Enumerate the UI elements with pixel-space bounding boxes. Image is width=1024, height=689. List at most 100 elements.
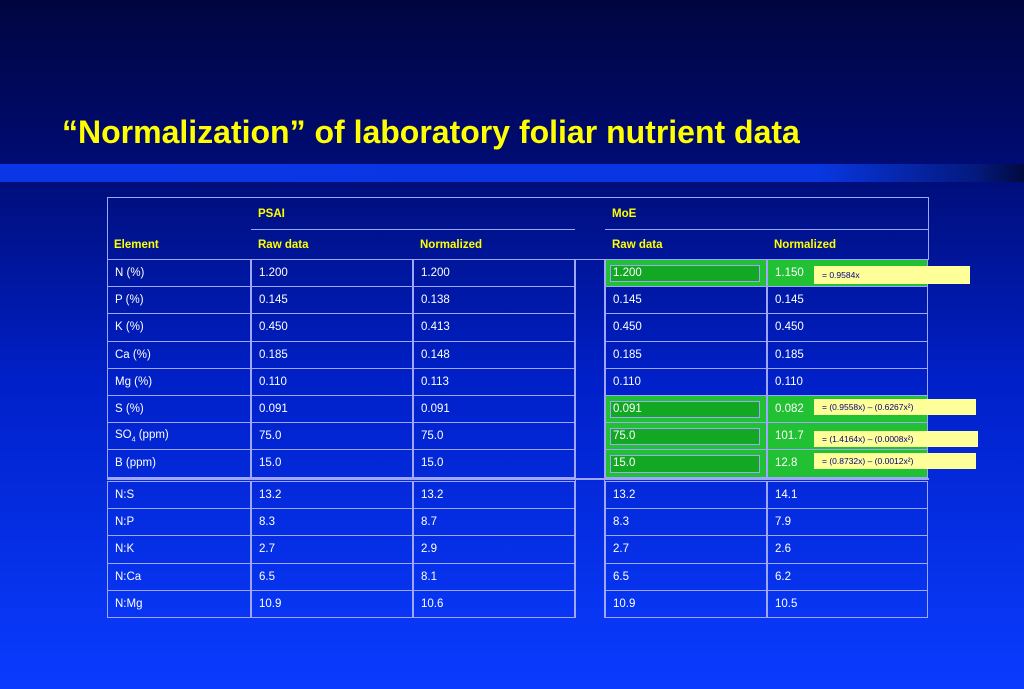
ratio-row-value: 13.2 bbox=[421, 489, 444, 502]
table-row-cell-moe-raw: 0.185 bbox=[605, 340, 767, 369]
table-row-value: 0.082 bbox=[775, 403, 804, 416]
table-row-value: 75.0 bbox=[613, 430, 636, 443]
ratio-row-value: 10.6 bbox=[421, 597, 444, 610]
col-header-moe-raw: Raw data bbox=[612, 238, 663, 251]
table-row-value: Mg (%) bbox=[115, 375, 153, 388]
equation-n: = 0.9584x bbox=[814, 266, 970, 284]
ratio-row-value: 2.9 bbox=[421, 543, 437, 556]
table-row-cell-element: S (%) bbox=[107, 395, 251, 424]
highlight-inner-box bbox=[610, 401, 760, 419]
table-row-value: 0.148 bbox=[421, 348, 450, 361]
table-row-value: 0.185 bbox=[259, 348, 288, 361]
table-row-cell-psai-raw: 1.200 bbox=[251, 259, 413, 288]
table-row-value: 1.200 bbox=[259, 267, 288, 280]
ratio-row-cell-element: N:P bbox=[107, 508, 251, 537]
table-row-cell-psai-raw: 75.0 bbox=[251, 422, 413, 451]
ratio-row-cell-moe-raw: 6.5 bbox=[605, 562, 767, 591]
ratio-row-value: 2.7 bbox=[259, 543, 275, 556]
table-row-cell-moe-norm: 0.145 bbox=[767, 286, 928, 315]
ratio-row-cell-moe-raw: 2.7 bbox=[605, 535, 767, 564]
table-row-value: 0.413 bbox=[421, 321, 450, 334]
ratio-row-cell-element: N:Mg bbox=[107, 589, 251, 618]
ratio-row-value: 13.2 bbox=[259, 489, 282, 502]
table-row-value: 15.0 bbox=[259, 457, 282, 470]
table-row-cell-moe-raw: 0.091 bbox=[605, 395, 767, 424]
table-row-value: K (%) bbox=[115, 321, 144, 334]
table-row-value: 0.113 bbox=[421, 375, 449, 388]
table-row-value: 0.091 bbox=[259, 403, 288, 416]
table-row-value: 1.150 bbox=[775, 267, 804, 280]
ratio-row-value: 8.7 bbox=[421, 516, 437, 529]
ratio-row-cell-psai-raw: 2.7 bbox=[251, 535, 413, 564]
col-header-psai-raw: Raw data bbox=[258, 238, 309, 251]
table-row-value: B (ppm) bbox=[115, 457, 156, 470]
ratio-row-cell-moe-norm: 6.2 bbox=[767, 562, 928, 591]
table-row-cell-psai-raw: 0.185 bbox=[251, 340, 413, 369]
ratio-row-value: 8.3 bbox=[613, 516, 629, 529]
table-row-cell-psai-raw: 0.091 bbox=[251, 395, 413, 424]
ratio-row-value: 13.2 bbox=[613, 489, 636, 502]
table-row-value: 75.0 bbox=[259, 430, 282, 443]
col-header-psai-norm: Normalized bbox=[420, 238, 482, 251]
table-row-value: 15.0 bbox=[613, 457, 636, 470]
ratio-row-cell-moe-raw: 8.3 bbox=[605, 508, 767, 537]
ratio-row-value: 6.5 bbox=[259, 570, 275, 583]
table-row-cell-psai-raw: 0.110 bbox=[251, 367, 413, 396]
highlight-inner-box bbox=[610, 265, 760, 283]
ratio-row-cell-psai-norm: 8.7 bbox=[413, 508, 575, 537]
table-row-cell-moe-raw: 75.0 bbox=[605, 422, 767, 451]
ratio-row-value: 8.3 bbox=[259, 516, 275, 529]
table-row-cell-moe-norm: 0.185 bbox=[767, 340, 928, 369]
gap-right-line bbox=[604, 259, 605, 618]
table-row-value: 1.200 bbox=[421, 267, 450, 280]
ratio-row-cell-moe-norm: 10.5 bbox=[767, 589, 928, 618]
table-row-value: 0.450 bbox=[613, 321, 642, 334]
table-row-cell-element: P (%) bbox=[107, 286, 251, 315]
ratio-row-value: 10.5 bbox=[775, 597, 798, 610]
table-row-cell-element: SO4 (ppm) bbox=[107, 422, 251, 451]
table-row-cell-psai-norm: 0.413 bbox=[413, 313, 575, 342]
table-row-value: 0.110 bbox=[259, 375, 287, 388]
table-row-value: Ca (%) bbox=[115, 348, 151, 361]
table-row-value: 15.0 bbox=[421, 457, 444, 470]
table-row-value: 75.0 bbox=[421, 430, 444, 443]
ratio-row-value: N:Mg bbox=[115, 597, 143, 610]
moe-group-underline bbox=[605, 229, 928, 230]
table-row-value: 0.450 bbox=[775, 321, 804, 334]
table-row-cell-psai-raw: 0.145 bbox=[251, 286, 413, 315]
table-row-cell-element: N (%) bbox=[107, 259, 251, 288]
table-row-value: 0.110 bbox=[613, 375, 641, 388]
table-row-value: S (%) bbox=[115, 403, 144, 416]
table-row-cell-element: Ca (%) bbox=[107, 340, 251, 369]
col-header-moe-norm: Normalized bbox=[774, 238, 836, 251]
ratio-row-value: N:Ca bbox=[115, 570, 142, 583]
table-row-value: 0.145 bbox=[259, 294, 288, 307]
table-row-value: 0.145 bbox=[775, 294, 804, 307]
ratio-row-cell-psai-raw: 13.2 bbox=[251, 481, 413, 510]
table-row-cell-element: Mg (%) bbox=[107, 367, 251, 396]
section-separator bbox=[107, 478, 929, 480]
table-row-value: 0.091 bbox=[613, 403, 642, 416]
table-row-cell-psai-norm: 1.200 bbox=[413, 259, 575, 288]
gap-left-line bbox=[575, 259, 576, 618]
psai-group-underline bbox=[251, 229, 575, 230]
table-row-value: 0.185 bbox=[775, 348, 804, 361]
ratio-row-cell-element: N:Ca bbox=[107, 562, 251, 591]
slide-title: “Normalization” of laboratory foliar nut… bbox=[62, 114, 800, 150]
table-row-cell-psai-raw: 15.0 bbox=[251, 449, 413, 478]
table-row-cell-element: K (%) bbox=[107, 313, 251, 342]
ratio-row-cell-psai-norm: 2.9 bbox=[413, 535, 575, 564]
ratio-row-value: 7.9 bbox=[775, 516, 791, 529]
table-row-value: N (%) bbox=[115, 267, 145, 280]
table-row-cell-moe-raw: 1.200 bbox=[605, 259, 767, 288]
ratio-row-value: 2.6 bbox=[775, 543, 791, 556]
ratio-row-value: N:K bbox=[115, 543, 135, 556]
ratio-row-cell-psai-raw: 10.9 bbox=[251, 589, 413, 618]
table-row-cell-moe-raw: 0.145 bbox=[605, 286, 767, 315]
ratio-row-cell-psai-raw: 8.3 bbox=[251, 508, 413, 537]
table-row-cell-moe-norm: 0.110 bbox=[767, 367, 928, 396]
table-row-value: 0.450 bbox=[259, 321, 288, 334]
ratio-row-value: 10.9 bbox=[613, 597, 636, 610]
table-row-cell-moe-raw: 0.110 bbox=[605, 367, 767, 396]
ratio-row-value: 2.7 bbox=[613, 543, 629, 556]
